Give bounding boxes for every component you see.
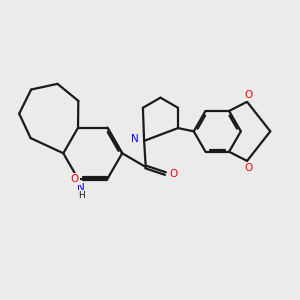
Text: O: O <box>244 90 253 100</box>
Text: O: O <box>244 163 253 173</box>
Text: N: N <box>131 134 139 144</box>
Text: N: N <box>77 183 85 193</box>
Text: O: O <box>70 174 79 184</box>
Text: H: H <box>78 191 85 200</box>
Text: O: O <box>169 169 178 178</box>
